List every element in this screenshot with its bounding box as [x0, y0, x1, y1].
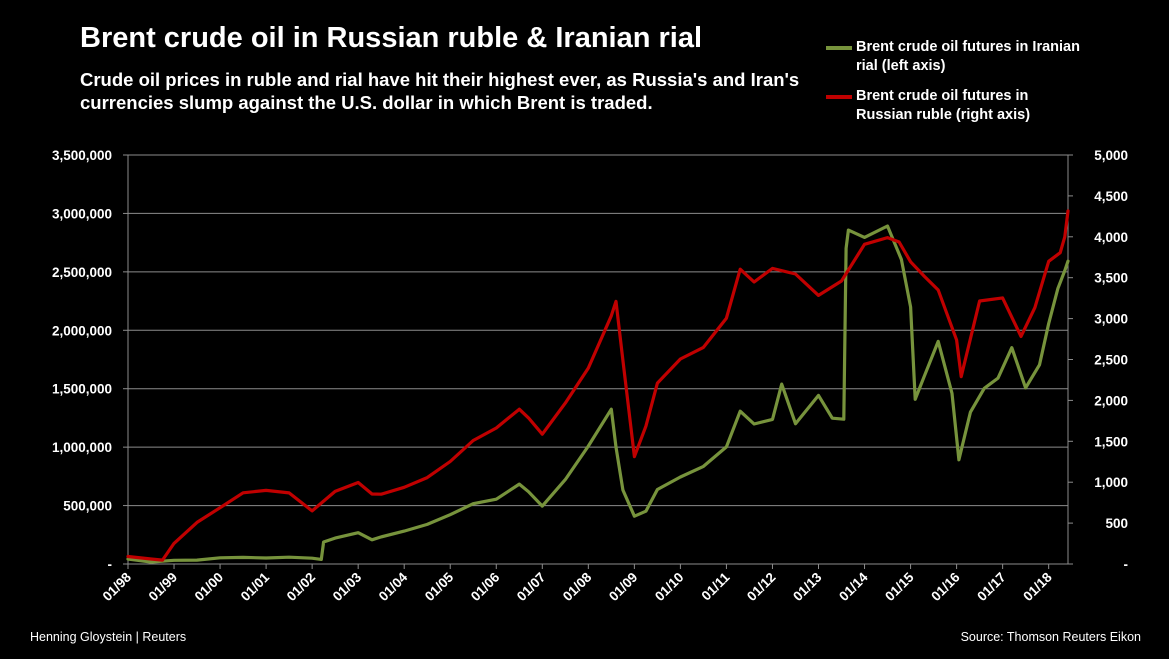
x-tick-label: 01/13 — [790, 569, 825, 604]
chart-subtitle: Crude oil prices in ruble and rial have … — [80, 69, 800, 113]
y-axis-left-ticks: - 500,000 1,000,000 1,500,000 2,000,000 2,500… — [52, 148, 128, 572]
y-right-tick-label: 4,000 — [1094, 230, 1128, 245]
legend-item-rial: Brent crude oil futures in Iranian rial … — [826, 39, 1156, 84]
x-tick-label: 01/15 — [882, 569, 917, 604]
footer-author: Henning Gloystein | Reuters — [30, 630, 187, 644]
y-right-tick-label: - — [1124, 557, 1129, 572]
x-tick-label: 01/02 — [284, 570, 319, 605]
x-tick-label: 01/14 — [836, 569, 871, 604]
y-left-tick-label: 2,000,000 — [52, 323, 112, 338]
chart-title: Brent crude oil in Russian ruble & Irani… — [80, 22, 703, 54]
x-tick-label: 01/18 — [1020, 569, 1055, 604]
y-right-tick-label: 3,000 — [1094, 312, 1128, 327]
y-right-tick-label: 2,500 — [1094, 353, 1128, 368]
y-right-tick-label: 500 — [1105, 516, 1128, 531]
x-tick-label: 01/99 — [146, 570, 181, 605]
footer-source: Source: Thomson Reuters Eikon — [960, 630, 1141, 644]
x-tick-label: 01/08 — [560, 569, 595, 604]
y-left-tick-label: 2,500,000 — [52, 265, 112, 280]
x-tick-label: 01/11 — [699, 569, 733, 603]
y-axis-right-ticks: - 500 1,000 1,500 2,000 2,500 3,000 3,500 4,000 4… — [1068, 148, 1128, 572]
x-tick-label: 01/12 — [744, 570, 779, 605]
x-tick-label: 01/17 — [974, 570, 1009, 605]
x-tick-label: 01/10 — [652, 570, 687, 605]
y-left-tick-label: 500,000 — [63, 499, 112, 514]
legend-label-ruble: Brent crude oil futures in Russian ruble… — [856, 88, 1031, 123]
series-line-ruble — [126, 209, 1070, 562]
x-tick-label: 01/16 — [928, 569, 963, 604]
x-tick-label: 01/01 — [238, 569, 273, 604]
y-right-tick-label: 1,000 — [1094, 475, 1128, 490]
y-left-tick-label: 3,000,000 — [52, 206, 112, 221]
y-right-tick-label: 1,500 — [1094, 434, 1128, 449]
y-right-tick-label: 2,000 — [1094, 393, 1128, 408]
x-axis-ticks: 01/98 01/99 01/00 01/01 01/02 01/03 01/04 01/05… — [100, 564, 1055, 605]
y-left-tick-label: 3,500,000 — [52, 148, 112, 163]
x-tick-label: 01/04 — [376, 569, 411, 604]
y-right-tick-label: 3,500 — [1094, 271, 1128, 286]
legend-label-rial: Brent crude oil futures in Iranian rial … — [856, 39, 1080, 74]
x-tick-label: 01/00 — [192, 570, 227, 605]
legend-swatch-rial — [826, 46, 852, 50]
x-tick-label: 01/06 — [468, 569, 503, 604]
x-tick-label: 01/05 — [422, 569, 457, 604]
y-right-tick-label: 5,000 — [1094, 148, 1128, 163]
x-tick-label: 01/09 — [606, 570, 641, 605]
series-line-rial — [126, 224, 1070, 564]
y-left-tick-label: 1,500,000 — [52, 382, 112, 397]
y-right-tick-label: 4,500 — [1094, 189, 1128, 204]
x-tick-label: 01/98 — [100, 569, 135, 604]
y-left-tick-label: 1,000,000 — [52, 440, 112, 455]
gridlines — [127, 154, 1069, 565]
legend-item-ruble: Brent crude oil futures in Russian ruble… — [826, 88, 1156, 133]
series-lines — [126, 209, 1070, 564]
x-tick-label: 01/03 — [330, 569, 365, 604]
x-tick-label: 01/07 — [514, 570, 549, 605]
y-left-tick-label: - — [108, 557, 113, 572]
legend-swatch-ruble — [826, 95, 852, 99]
